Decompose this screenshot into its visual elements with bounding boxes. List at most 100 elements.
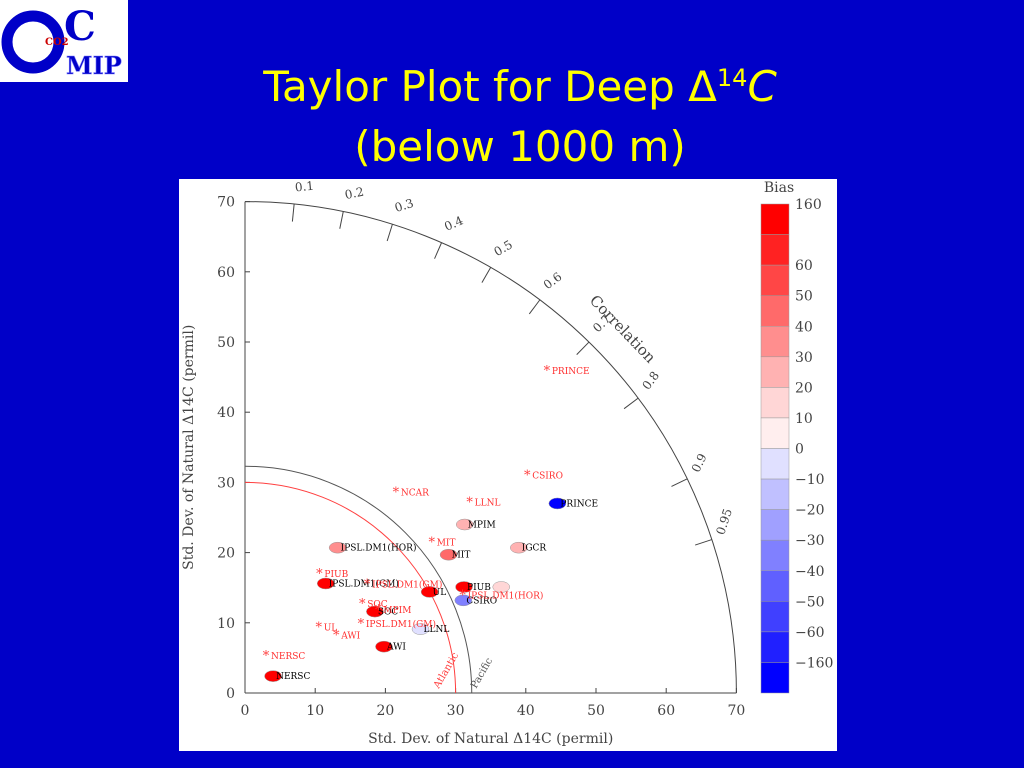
x-tick-label: 0	[241, 703, 250, 719]
x-tick-label: 20	[376, 703, 394, 719]
logo-letter-c: C	[64, 3, 96, 50]
pacific-model-marker	[316, 577, 335, 590]
atlantic-model-marker: *	[375, 603, 382, 618]
atlantic-model-marker: *	[524, 469, 531, 484]
pacific-model-label: UL	[433, 588, 447, 598]
pacific-model-label: MIT	[452, 551, 471, 561]
pacific-model-marker	[455, 518, 474, 531]
title-line1-suffix: C	[747, 62, 777, 111]
correlation-tick	[528, 299, 541, 315]
pacific-model-marker	[411, 623, 430, 635]
reference-arc-label: Atlantic	[431, 650, 461, 691]
colorbar-swatch	[760, 326, 790, 358]
pacific-model-label: NERSC	[276, 672, 310, 682]
pacific-model-label: AWI	[386, 643, 406, 653]
atlantic-model-marker: *	[459, 589, 466, 604]
pacific-model-marker	[328, 541, 347, 554]
colorbar-label: 30	[795, 350, 813, 366]
pacific-model-marker	[439, 548, 458, 561]
pacific-model-label: CSIRO	[466, 596, 497, 606]
pacific-model-label: IGCR	[522, 544, 547, 554]
colorbar-swatch	[760, 387, 790, 419]
colorbar-swatch	[760, 448, 790, 480]
x-tick-label: 50	[587, 703, 605, 719]
title-superscript: 14	[716, 64, 748, 92]
pacific-model-label: LLNL	[424, 625, 450, 635]
colorbar-label: −20	[795, 503, 825, 519]
reference-arc	[244, 481, 457, 694]
atlantic-model-label: IPSL.DM1(HOR)	[468, 591, 544, 602]
atlantic-model-marker: *	[333, 629, 340, 644]
colorbar-label: 160	[795, 197, 822, 213]
atlantic-model-marker: *	[428, 535, 435, 550]
atlantic-model-marker: *	[466, 495, 473, 510]
correlation-tick	[386, 224, 393, 242]
x-tick-label: 60	[657, 703, 675, 719]
pacific-model-label: MPIM	[468, 521, 496, 531]
pacific-model-marker	[454, 594, 473, 607]
pacific-model-marker	[375, 640, 393, 653]
pacific-model-marker	[548, 497, 567, 510]
logo-co2-text: CO2	[45, 37, 69, 48]
pacific-model-marker	[492, 581, 510, 593]
atlantic-model-marker: *	[544, 364, 551, 379]
correlation-tick-label: 0.6	[541, 270, 565, 293]
atlantic-model-label: IPSL.DM1(GM)	[372, 579, 442, 590]
correlation-tick-label: 0.2	[344, 185, 366, 203]
colorbar-title: Bias	[764, 180, 794, 196]
y-tick-label: 50	[217, 335, 235, 351]
y-tick-label: 0	[226, 686, 235, 702]
logo-word-mip: MIP	[66, 51, 122, 80]
colorbar-swatch	[760, 295, 790, 327]
atlantic-model-label: UL	[324, 623, 338, 633]
title-line-2: (below 1000 m)	[354, 122, 686, 171]
atlantic-model-label: NCAR	[401, 489, 429, 499]
correlation-tick-label: 0.95	[713, 507, 735, 537]
correlation-tick-label: 0.3	[393, 196, 415, 215]
atlantic-model-marker: *	[316, 567, 323, 582]
correlation-tick-label: 0.5	[492, 237, 516, 259]
colorbar-label: −160	[795, 655, 833, 671]
ocmip-logo: CO2 C MIP	[0, 0, 128, 82]
y-tick-label: 30	[217, 475, 235, 491]
colorbar-label: 0	[795, 442, 804, 458]
colorbar-swatch	[760, 662, 790, 694]
atlantic-model-marker: *	[359, 597, 366, 612]
y-axis-title: Std. Dev. of Natural Δ14C (permil)	[181, 325, 197, 570]
title-line-1: Taylor Plot for Deep Δ14C	[150, 48, 890, 117]
x-axis-title: Std. Dev. of Natural Δ14C (permil)	[368, 731, 613, 747]
correlation-tick	[695, 539, 712, 546]
pacific-model-marker	[420, 586, 439, 598]
pacific-model-label: PIUB	[467, 583, 491, 593]
y-tick-label: 40	[217, 405, 235, 421]
y-tick-label: 70	[217, 195, 235, 211]
colorbar-swatch	[760, 570, 790, 602]
pacific-model-markers: PRINCE MPIM IGCR IPSL.DM1(HOR) MIT IPSL.DM1(G…	[264, 497, 598, 682]
colorbar-swatch	[760, 539, 790, 571]
x-tick-label: 10	[306, 703, 324, 719]
pacific-model-label: IPSL.DM1(HOR)	[341, 543, 417, 554]
colorbar-label: 20	[795, 380, 813, 396]
pacific-model-marker	[510, 541, 528, 554]
correlation-tick-label: 0.9	[689, 451, 710, 474]
colorbar-swatch	[760, 234, 790, 266]
colorbar-label: 50	[795, 289, 813, 305]
atlantic-model-label: NERSC	[271, 652, 305, 662]
correlation-tick	[576, 341, 590, 355]
atlantic-model-label: PRINCE	[552, 367, 590, 377]
atlantic-model-label: LLNL	[475, 498, 501, 508]
colorbar-swatch	[760, 264, 790, 296]
atlantic-model-label: MIT	[437, 538, 456, 548]
colorbar-label: 60	[795, 258, 813, 274]
correlation-tick	[291, 204, 295, 222]
atlantic-model-label: CSIRO	[532, 472, 563, 482]
correlation-tick	[339, 211, 344, 229]
colorbar-label: −10	[795, 472, 825, 488]
taylor-diagram: 0 10 20 30 40 50 60 70 0 10 20 30 40 50 60 70 Std. Dev. …	[181, 179, 833, 747]
colorbar-swatch	[760, 509, 790, 541]
colorbar-swatch	[760, 601, 790, 633]
atlantic-model-label: SOC	[367, 600, 388, 610]
atlantic-model-label: MPIM	[383, 606, 411, 616]
correlation-tick	[671, 478, 688, 487]
pacific-model-marker	[264, 670, 282, 682]
